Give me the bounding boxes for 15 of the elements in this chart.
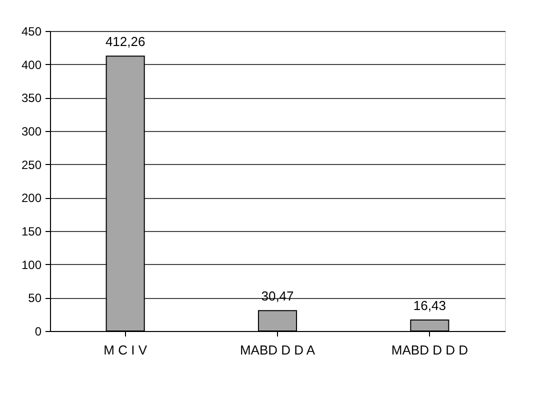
x-tick-label: MABD D D A	[240, 342, 316, 358]
y-tick-label: 50	[28, 291, 42, 306]
x-tick-label: M C I V	[104, 342, 148, 358]
y-tick-label: 300	[21, 124, 42, 138]
y-tick-label: 150	[21, 224, 42, 238]
y-tick-label: 350	[21, 91, 42, 106]
x-tick-label: MABD D D D	[391, 342, 468, 358]
y-tick-label: 250	[21, 158, 42, 172]
data-label: 412,26	[105, 34, 146, 50]
y-tick-label: 400	[21, 58, 42, 72]
y-tick-label: 100	[21, 258, 42, 272]
y-tick-label: 200	[21, 191, 42, 206]
y-tick-label: 450	[21, 24, 42, 38]
y-tick-label: 0	[34, 324, 42, 338]
data-label: 16,43	[413, 298, 446, 314]
